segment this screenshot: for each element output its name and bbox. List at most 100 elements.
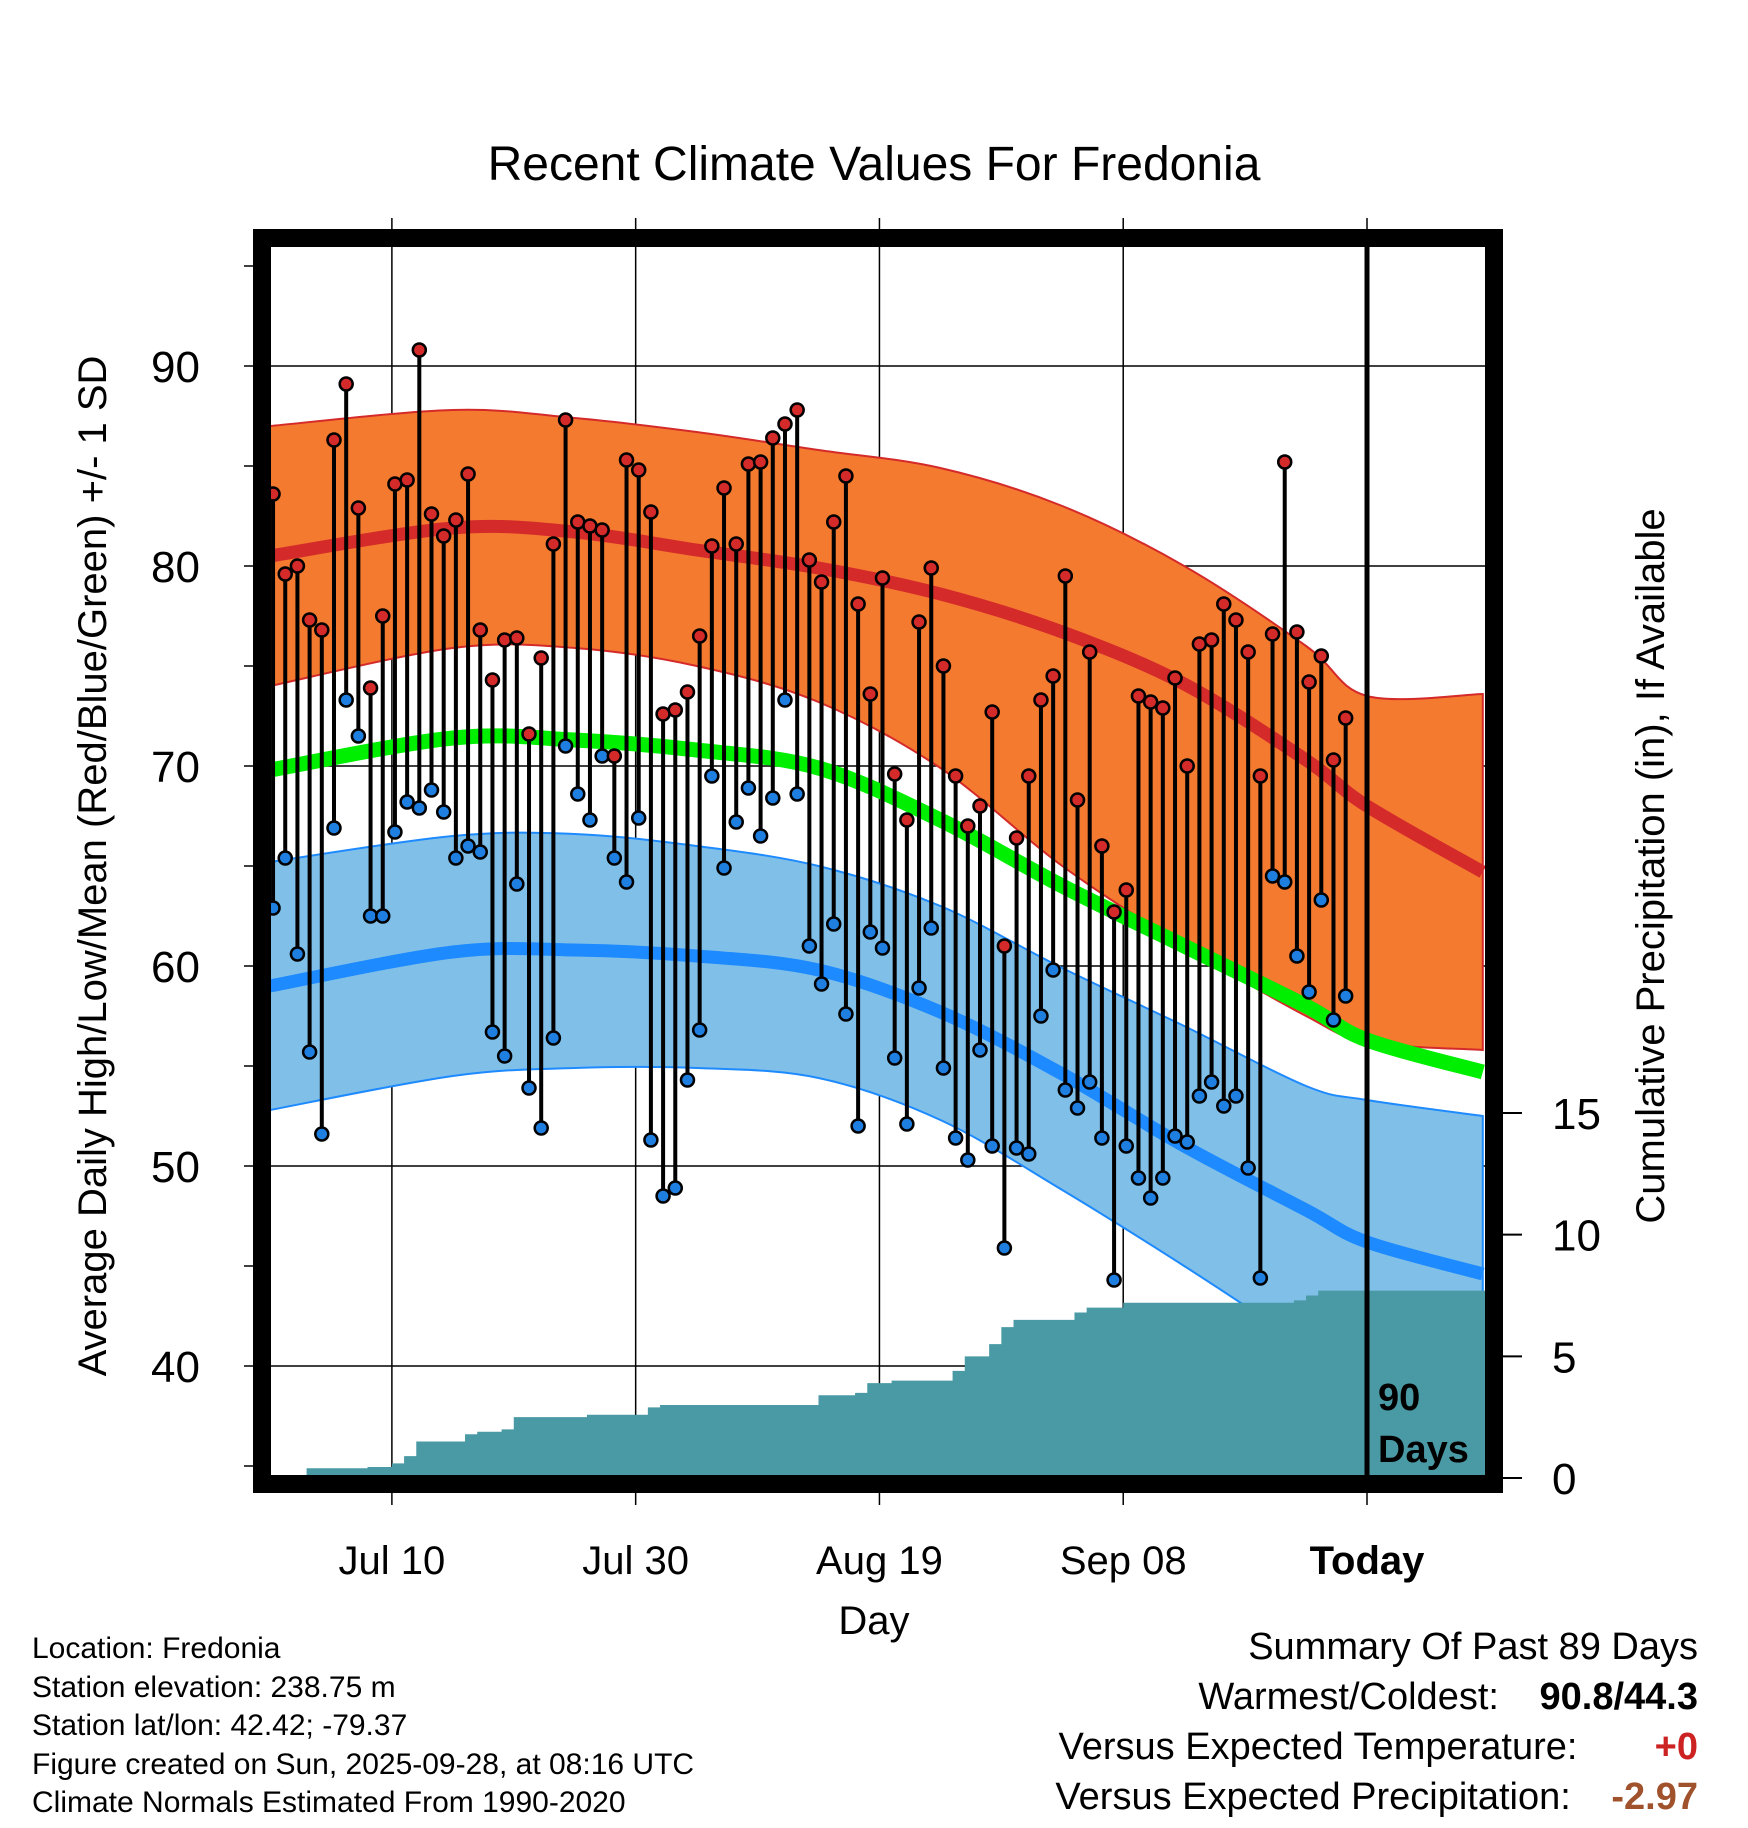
- low-point: [1081, 1074, 1098, 1090]
- high-point: [716, 480, 732, 496]
- low-point: [301, 1044, 318, 1060]
- low-point: [1130, 1170, 1147, 1186]
- x-tick-label: Sep 08: [1060, 1539, 1187, 1583]
- info-created: Figure created on Sun, 2025-09-28, at 08…: [32, 1747, 695, 1781]
- high-point: [1045, 668, 1061, 684]
- high-point: [1094, 838, 1110, 854]
- low-point: [1069, 1100, 1086, 1116]
- high-point: [1057, 568, 1074, 584]
- high-point: [1216, 596, 1232, 612]
- x-tick-label: Aug 19: [816, 1539, 943, 1583]
- high-point: [1106, 904, 1122, 920]
- high-point: [984, 704, 1000, 720]
- today-marker-label-1: 90: [1378, 1377, 1420, 1419]
- high-point: [886, 766, 903, 782]
- high-point: [813, 574, 830, 590]
- summary-heading: Summary Of Past 89 Days: [1248, 1626, 1698, 1668]
- info-elevation: Station elevation: 238.75 m: [32, 1670, 396, 1704]
- high-point: [270, 486, 281, 502]
- high-point: [862, 686, 879, 702]
- high-point: [557, 412, 574, 428]
- high-point: [1069, 792, 1086, 808]
- low-point: [1240, 1160, 1256, 1176]
- summary-panel: Summary Of Past 89 Days Warmest/Coldest:…: [1055, 1622, 1698, 1822]
- high-point: [618, 452, 635, 468]
- low-point: [1142, 1190, 1159, 1206]
- high-point: [1142, 694, 1159, 710]
- high-point: [374, 608, 391, 624]
- high-point: [545, 536, 562, 552]
- low-point: [1313, 892, 1330, 908]
- low-point: [691, 1022, 708, 1038]
- low-point: [1106, 1272, 1122, 1288]
- plot-frame: [253, 229, 1503, 1493]
- low-point: [326, 820, 342, 836]
- low-point: [716, 860, 732, 876]
- high-point: [289, 558, 306, 574]
- summary-warmest-row: Warmest/Coldest: 90.8/44.3: [1055, 1672, 1698, 1722]
- high-point: [362, 680, 379, 696]
- low-point: [777, 692, 793, 708]
- low-point: [935, 1060, 952, 1076]
- low-point: [825, 916, 842, 932]
- high-point: [1337, 710, 1354, 726]
- high-point: [972, 798, 988, 814]
- high-point: [825, 514, 842, 530]
- low-point: [972, 1042, 988, 1058]
- low-point: [618, 874, 635, 890]
- high-point: [1264, 626, 1281, 642]
- high-point: [643, 504, 659, 520]
- high-point: [338, 376, 354, 392]
- high-point: [1276, 454, 1293, 470]
- y-tick-label: 40: [151, 1343, 200, 1392]
- low-point: [484, 1024, 501, 1040]
- low-point: [752, 828, 769, 844]
- low-point: [923, 920, 939, 936]
- high-point: [496, 632, 513, 648]
- low-point: [740, 780, 757, 796]
- high-point: [1008, 830, 1025, 846]
- x-tick-label: Today: [1310, 1539, 1426, 1583]
- low-point: [643, 1132, 659, 1148]
- high-point: [301, 612, 318, 628]
- low-point: [1094, 1130, 1110, 1146]
- high-point: [411, 342, 428, 358]
- high-point: [1325, 752, 1342, 768]
- high-point: [1081, 644, 1098, 660]
- high-point: [1033, 692, 1049, 708]
- high-point: [423, 506, 440, 522]
- high-point: [1228, 612, 1244, 628]
- low-point: [1301, 984, 1317, 1000]
- high-point: [521, 726, 537, 742]
- high-point: [1130, 688, 1147, 704]
- low-point: [1216, 1098, 1232, 1114]
- high-point: [752, 454, 769, 470]
- high-point: [1240, 644, 1256, 660]
- high-point: [484, 672, 501, 688]
- temp-value: +0: [1654, 1726, 1698, 1768]
- high-point: [1313, 648, 1330, 664]
- y2-axis-label: Cumulative Precipitation (in), If Availa…: [1629, 508, 1673, 1223]
- low-point: [472, 844, 489, 860]
- high-point: [911, 614, 927, 630]
- high-point: [1118, 882, 1135, 898]
- low-point: [838, 1006, 854, 1022]
- high-point: [314, 622, 330, 638]
- high-point: [691, 628, 708, 644]
- y2-tick-label: 5: [1552, 1333, 1576, 1382]
- high-point: [1252, 768, 1269, 784]
- high-point: [1179, 758, 1195, 774]
- low-point: [1203, 1074, 1220, 1090]
- high-point: [472, 622, 489, 638]
- y2-tick-label: 15: [1552, 1090, 1601, 1139]
- high-point: [533, 650, 549, 666]
- summary-temp-row: Versus Expected Temperature: +0: [1055, 1722, 1698, 1772]
- low-point: [1325, 1012, 1342, 1028]
- high-point: [947, 768, 964, 784]
- low-point: [996, 1240, 1013, 1256]
- low-point: [1021, 1146, 1037, 1162]
- low-point: [387, 824, 403, 840]
- low-point: [655, 1188, 671, 1204]
- high-point: [1301, 674, 1317, 690]
- y-tick-label: 80: [151, 543, 200, 592]
